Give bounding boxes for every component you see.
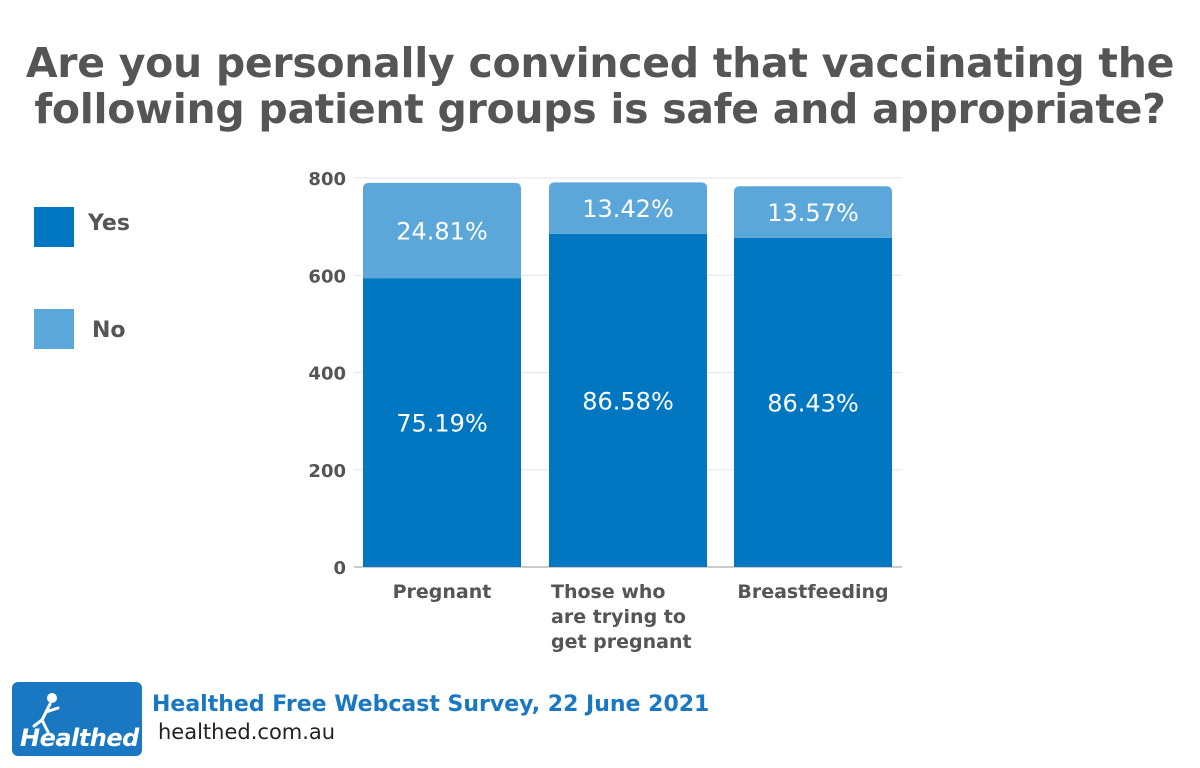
website-url: healthed.com.au	[158, 720, 336, 744]
legend-swatch-no	[34, 309, 74, 349]
x-category-label-line: Those who	[551, 581, 665, 603]
bar-no-1	[549, 182, 707, 234]
logo-wordmark: Healthed	[20, 724, 139, 752]
y-tick-label-600: 600	[308, 266, 346, 287]
legend-item-yes: Yes	[34, 207, 130, 247]
bar-yes-1	[549, 233, 707, 567]
stacked-bar-chart: 0 200 400 600 800 24.81% 75.19% Pregnant 13.42% 8…	[308, 169, 902, 653]
chart-title-line-2: following patient groups is safe and app…	[34, 85, 1166, 133]
data-label-yes-0: 75.19%	[396, 410, 488, 438]
x-category-label-0: Pregnant	[393, 581, 492, 603]
bar-no-0	[363, 182, 521, 279]
legend-item-no: No	[34, 309, 126, 349]
data-label-no-0: 24.81%	[396, 218, 488, 246]
x-category-label-line: get pregnant	[551, 631, 692, 653]
data-label-no-2: 13.57%	[767, 199, 859, 227]
healthed-logo: Healthed	[12, 682, 142, 756]
y-tick-label-0: 0	[333, 558, 346, 579]
data-label-yes-2: 86.43%	[767, 389, 859, 417]
chart-title: Are you personally convinced that vaccin…	[0, 40, 1200, 132]
bar-yes-2	[734, 237, 892, 567]
bar-no-2	[734, 186, 892, 238]
data-label-yes-1: 86.58%	[582, 387, 674, 415]
chart-title-line-1: Are you personally convinced that vaccin…	[25, 39, 1175, 87]
legend-label-yes: Yes	[88, 210, 130, 236]
y-tick-label-800: 800	[308, 169, 346, 190]
x-category-label-line: are trying to	[551, 606, 686, 628]
x-category-label-line: Breastfeeding	[737, 581, 888, 603]
runner-figure-icon	[32, 693, 60, 734]
survey-source: Healthed Free Webcast Survey, 22 June 20…	[152, 692, 710, 717]
y-tick-label-400: 400	[308, 364, 346, 385]
data-label-no-1: 13.42%	[582, 195, 674, 223]
y-tick-label-200: 200	[308, 461, 346, 482]
legend-swatch-yes	[34, 207, 74, 247]
x-category-label-line: Pregnant	[393, 581, 492, 603]
bar-yes-0	[363, 278, 521, 567]
legend-label-no: No	[92, 317, 126, 343]
x-category-label-2: Breastfeeding	[737, 581, 888, 603]
x-category-label-1: Those who are trying to get pregnant	[551, 581, 692, 653]
